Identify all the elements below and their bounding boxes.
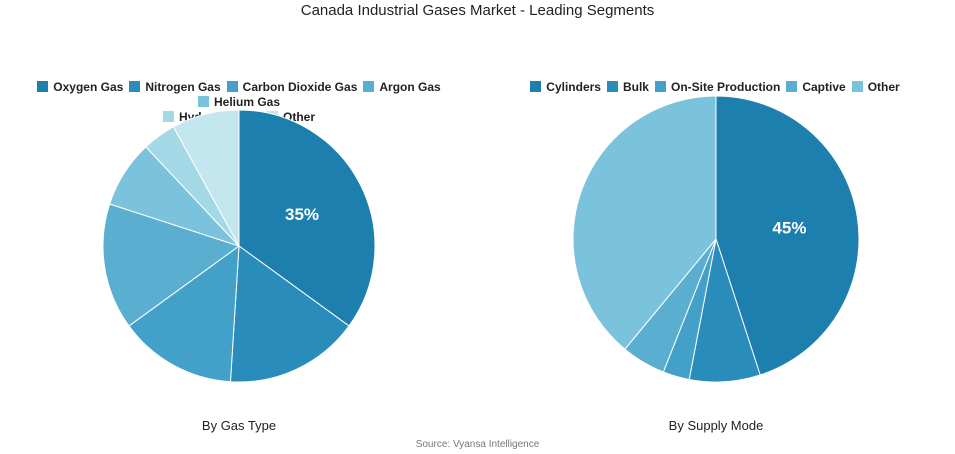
pie-slice-carbon-dioxide-gas[interactable] — [128, 244, 240, 383]
pie-slice-cylinders[interactable] — [715, 95, 860, 376]
legend-item[interactable]: Helium Gas — [197, 95, 281, 110]
legend-swatch — [363, 81, 375, 92]
legend-item[interactable]: Captive — [786, 80, 846, 95]
legend-label: Oxygen Gas — [53, 80, 124, 94]
legend-swatch — [654, 81, 666, 92]
legend-label: Nitrogen Gas — [145, 80, 221, 94]
pie-slice-nitrogen-gas[interactable] — [229, 245, 350, 383]
source-note: Source: Vyansa Intelligence — [415, 439, 540, 450]
legend-label: Cylinders — [546, 80, 601, 94]
legend-swatch — [37, 81, 49, 92]
legend-item[interactable]: Argon Gas — [363, 80, 441, 95]
pie-slice-other[interactable] — [572, 95, 717, 350]
legend-label: Argon Gas — [379, 80, 441, 94]
legend-swatch — [851, 81, 863, 92]
legend-swatch — [606, 81, 618, 92]
subtitle-gas-type: By Gas Type — [201, 418, 277, 433]
legend-swatch — [226, 81, 238, 92]
legend-swatch — [129, 81, 141, 92]
legend-item[interactable]: Other — [851, 80, 900, 95]
chart-title: Canada Industrial Gases Market - Leading… — [300, 2, 655, 19]
legend-label: Helium Gas — [213, 95, 281, 109]
pie-slice-other[interactable] — [172, 109, 240, 247]
legend-label: Captive — [802, 80, 846, 94]
pie-slice-argon-gas[interactable] — [102, 203, 241, 327]
legend-item[interactable]: Oxygen Gas — [37, 80, 123, 95]
legend-swatch — [786, 81, 798, 92]
legend-item[interactable]: Nitrogen Gas — [129, 80, 221, 95]
legend-label: Bulk — [622, 80, 649, 94]
legend-label: On-Site Production — [670, 80, 781, 94]
legend-item[interactable]: On-Site Production — [654, 80, 781, 95]
data-label: 45% — [772, 218, 806, 237]
subtitle-supply-mode: By Supply Mode — [668, 418, 764, 433]
pie-slice-oxygen-gas[interactable] — [238, 109, 376, 327]
legend-swatch — [530, 81, 542, 92]
legend-label: Other — [867, 80, 900, 94]
legend-item[interactable]: Carbon Dioxide Gas — [226, 80, 358, 95]
legend-swatch — [197, 96, 209, 107]
legend-item[interactable]: Bulk — [606, 80, 649, 95]
legend-label: Carbon Dioxide Gas — [242, 80, 358, 94]
data-label: 35% — [285, 205, 319, 224]
legend-swatch — [162, 111, 174, 122]
legend-item[interactable]: Cylinders — [530, 80, 601, 95]
legend-supply-mode: Cylinders Bulk On-Site Production Captive Ot… — [520, 80, 910, 95]
